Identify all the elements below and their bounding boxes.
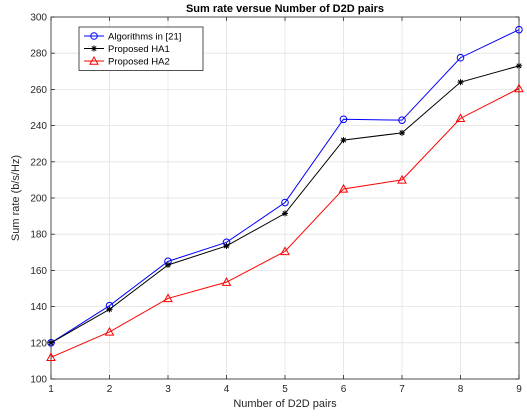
legend-label: Algorithms in [21] xyxy=(108,31,181,42)
legend-entry: Proposed HA1 xyxy=(84,44,170,55)
data-point xyxy=(223,242,230,249)
x-tick-label: 1 xyxy=(48,384,54,395)
y-tick-label: 260 xyxy=(30,85,47,96)
y-tick-label: 160 xyxy=(30,266,47,277)
data-point xyxy=(340,137,347,144)
y-tick-label: 220 xyxy=(30,157,47,168)
data-point xyxy=(397,174,407,184)
x-axis-label: Number of D2D pairs xyxy=(233,398,337,410)
data-point xyxy=(106,306,113,313)
chart-title: Sum rate versue Number of D2D pairs xyxy=(186,3,384,15)
x-tick-label: 2 xyxy=(107,384,113,395)
legend-entry: Algorithms in [21] xyxy=(84,31,181,42)
legend-marker xyxy=(91,45,97,52)
data-point xyxy=(339,115,348,124)
x-tick-label: 9 xyxy=(516,384,522,395)
y-tick-label: 100 xyxy=(30,375,47,386)
y-tick-label: 140 xyxy=(30,302,47,313)
data-point xyxy=(455,113,466,123)
data-point xyxy=(338,183,349,193)
data-point xyxy=(456,53,465,62)
data-point xyxy=(48,339,54,346)
data-point xyxy=(515,25,523,34)
y-tick-label: 300 xyxy=(30,13,47,24)
legend-entry: Proposed HA2 xyxy=(84,55,170,67)
series-layer xyxy=(46,25,524,361)
y-tick-label: 280 xyxy=(30,49,47,60)
data-point xyxy=(280,246,290,256)
data-point xyxy=(457,79,464,86)
data-point xyxy=(398,116,406,124)
y-tick-label: 240 xyxy=(30,121,47,132)
y-tick-label: 200 xyxy=(30,194,47,205)
data-point xyxy=(46,352,56,361)
series-line xyxy=(50,88,520,358)
x-tick-label: 4 xyxy=(224,384,230,395)
data-point xyxy=(281,198,289,207)
grid xyxy=(50,16,520,380)
x-tick-label: 3 xyxy=(165,384,171,395)
legend-label: Proposed HA2 xyxy=(108,56,170,67)
y-axis-label: Sum rate (b/s/Hz) xyxy=(10,155,22,241)
series-2 xyxy=(48,62,522,346)
legend-marker xyxy=(89,55,99,65)
data-point xyxy=(47,339,55,347)
data-point xyxy=(163,293,173,303)
legend-label: Proposed HA1 xyxy=(108,44,170,55)
series-line xyxy=(50,29,520,344)
data-point xyxy=(104,326,115,336)
data-point xyxy=(221,277,232,286)
series-3 xyxy=(46,83,524,361)
series-1 xyxy=(47,25,523,347)
data-point xyxy=(282,210,288,217)
x-tick-label: 7 xyxy=(399,384,405,395)
data-point xyxy=(165,261,171,268)
x-tick-label: 5 xyxy=(282,384,288,395)
data-point xyxy=(399,129,405,136)
data-point xyxy=(514,83,524,93)
data-point xyxy=(516,62,522,69)
x-tick-label: 8 xyxy=(458,384,464,395)
x-tick-label: 6 xyxy=(341,384,347,395)
y-tick-label: 120 xyxy=(30,338,47,349)
y-tick-label: 180 xyxy=(30,230,47,241)
axis-ticks: 1 2 3 4 5 6 7 8 9 100 120 140 160 180 200 220 240 260 280 3… xyxy=(30,13,522,396)
legend-marker xyxy=(90,32,98,40)
